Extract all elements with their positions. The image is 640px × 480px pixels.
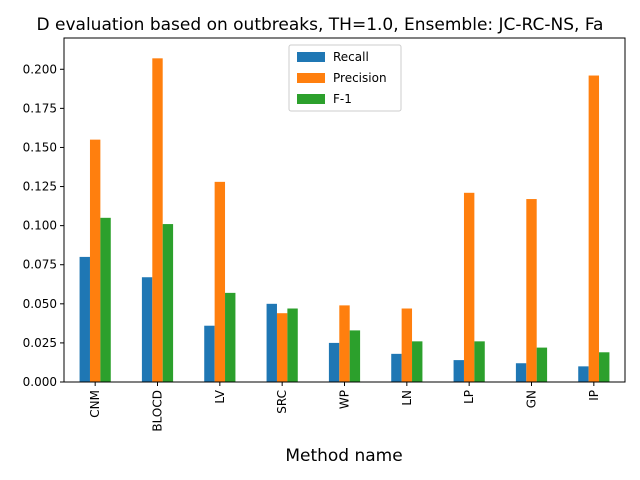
bar-precision-src — [276, 313, 288, 382]
bar-recall-wp — [328, 342, 340, 382]
y-tick-label: 0.100 — [23, 219, 57, 233]
bar-recall-blocd — [141, 277, 153, 382]
legend-swatch-f-1 — [297, 94, 325, 104]
legend-swatch-precision — [297, 73, 325, 83]
y-tick-label: 0.000 — [23, 375, 57, 389]
bar-recall-src — [266, 303, 277, 382]
legend-swatch-recall — [297, 52, 325, 62]
y-tick-label: 0.025 — [23, 336, 57, 350]
x-tick-label-src: SRC — [275, 390, 289, 414]
bar-f-1-lp — [474, 341, 485, 382]
bar-recall-ln — [391, 353, 402, 382]
x-tick-label-lv: LV — [213, 389, 227, 403]
bar-precision-lp — [463, 192, 475, 382]
bar-f-1-ip — [599, 352, 610, 382]
bar-precision-ln — [401, 308, 413, 382]
plot-area — [79, 58, 610, 382]
bar-f-1-wp — [349, 330, 361, 382]
x-tick-label-blocd: BLOCD — [151, 390, 165, 432]
x-axis-label: Method name — [285, 446, 402, 466]
x-tick-label-ln: LN — [400, 390, 414, 406]
legend-label-f-1: F-1 — [333, 92, 352, 106]
bar-precision-lv — [214, 181, 226, 382]
bar-f-1-src — [287, 308, 298, 382]
bar-f-1-lv — [225, 292, 236, 382]
legend: Recall Precision F-1 — [288, 44, 402, 112]
bar-precision-ip — [588, 75, 600, 382]
bar-recall-cnm — [79, 256, 90, 382]
bar-recall-gn — [515, 363, 527, 382]
y-tick-label: 0.150 — [23, 140, 57, 154]
x-tick-label-wp: WP — [338, 390, 352, 409]
x-tick-label-gn: GN — [525, 390, 539, 408]
y-tick-label: 0.200 — [23, 62, 57, 76]
chart-title: D evaluation based on outbreaks, TH=1.0,… — [37, 15, 604, 35]
bar-precision-blocd — [152, 58, 163, 382]
y-tick-label: 0.175 — [23, 101, 57, 115]
bar-precision-cnm — [89, 139, 101, 382]
x-tick-label-lp: LP — [462, 390, 476, 404]
bar-precision-wp — [339, 305, 350, 382]
bar-precision-gn — [526, 199, 537, 382]
bar-f-1-ln — [412, 341, 423, 382]
legend-label-recall: Recall — [333, 50, 369, 64]
bar-f-1-gn — [536, 347, 548, 382]
y-tick-label: 0.050 — [23, 297, 57, 311]
axes: 0.000 0.025 0.050 0.075 0.100 0.125 0.150 0.175… — [23, 37, 626, 432]
x-tick-label-cnm: CNM — [88, 390, 102, 418]
y-tick-label: 0.125 — [23, 180, 57, 194]
y-tick-label: 0.075 — [23, 258, 57, 272]
bar-recall-lv — [204, 325, 215, 382]
bar-recall-lp — [453, 360, 464, 382]
bar-f-1-cnm — [100, 217, 111, 382]
legend-label-precision: Precision — [333, 71, 387, 85]
x-tick-label-ip: IP — [587, 390, 601, 401]
bar-f-1-blocd — [162, 224, 174, 382]
bar-recall-ip — [578, 366, 589, 382]
